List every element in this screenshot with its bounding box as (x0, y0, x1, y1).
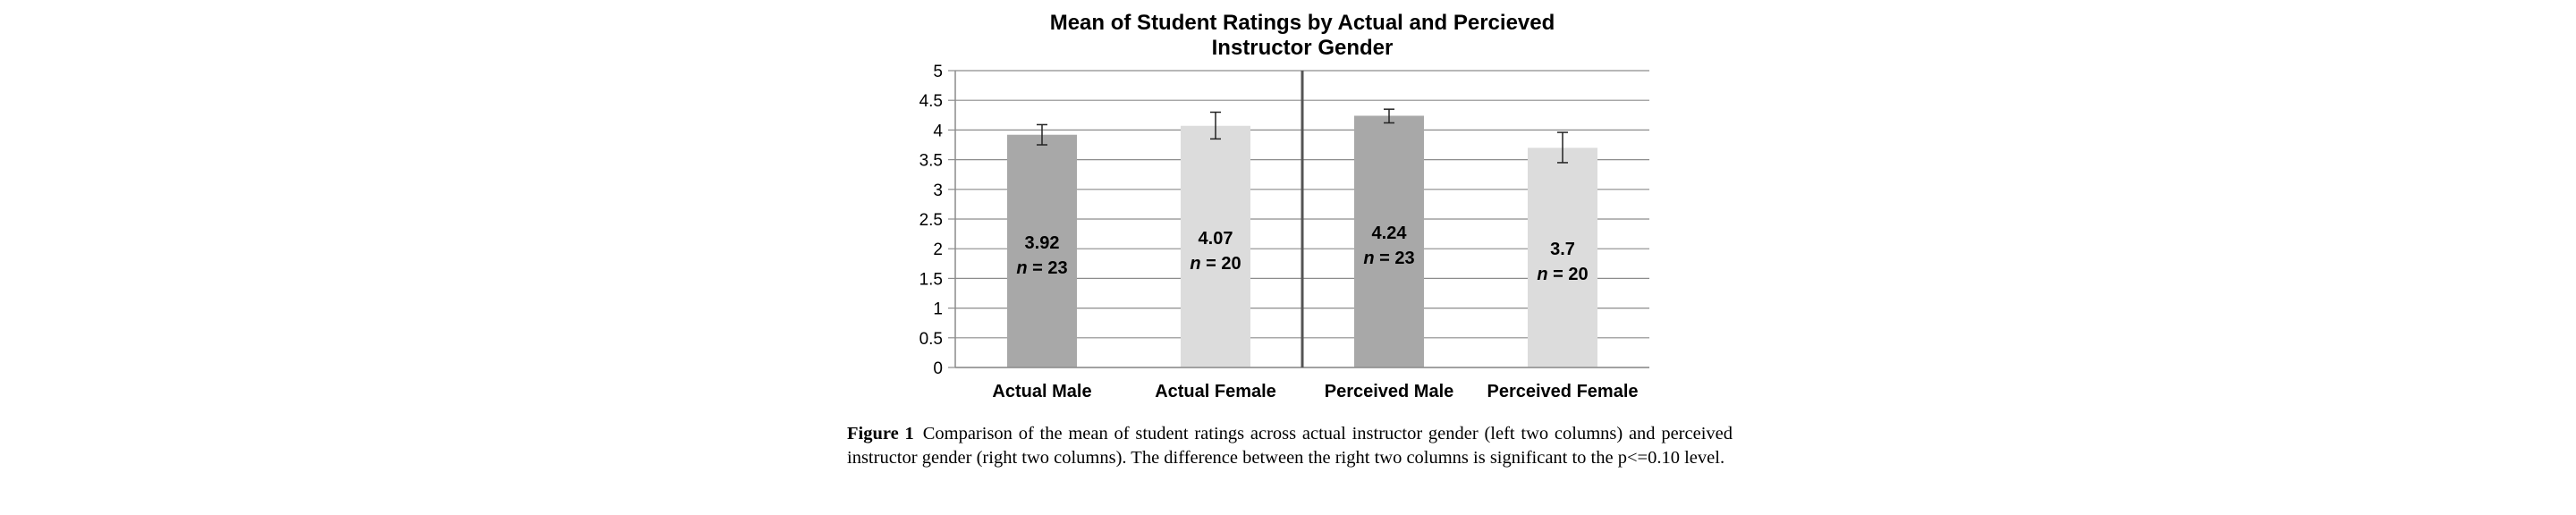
category-label-3: Perceived Female (1487, 382, 1639, 401)
y-axis-ticks: 0 0.5 1 1.5 2 2.5 3 3.5 4 4.5 5 (919, 63, 944, 378)
bar-0 (1007, 134, 1077, 367)
y-tick-label-5: 2.5 (919, 211, 943, 230)
figure-caption: Figure 1 Comparison of the mean of studen… (847, 422, 1733, 470)
y-tick-label-2: 1 (933, 300, 943, 319)
chart-title-line-1: Mean of Student Ratings by Actual and Pe… (1050, 11, 1555, 35)
axes (954, 71, 1649, 368)
n-label-1: n = 20 (1190, 254, 1241, 274)
category-label-0: Actual Male (992, 382, 1091, 401)
n-label-3: n = 20 (1537, 265, 1588, 284)
y-tick-label-1: 0.5 (919, 330, 943, 349)
y-tick-label-0: 0 (933, 359, 943, 378)
value-label-2: 4.24 (1372, 224, 1408, 243)
category-label-1: Actual Female (1155, 382, 1276, 401)
y-tick-label-7: 3.5 (919, 152, 943, 171)
bar-chart: Mean of Student Ratings by Actual and Pe… (919, 11, 1649, 401)
bar-labels: 3.92 n = 23 4.07 n = 20 4.24 n = 23 3.7 n = 20 (1016, 224, 1588, 284)
y-tick-label-9: 4.5 (919, 92, 943, 111)
category-labels: Actual Male Actual Female Perceived Male Pe… (992, 382, 1638, 401)
value-label-0: 3.92 (1025, 233, 1060, 253)
y-tick-label-6: 3 (933, 182, 943, 200)
bar-3 (1528, 148, 1597, 367)
bar-1 (1181, 125, 1250, 367)
y-tick-label-3: 1.5 (919, 270, 943, 289)
value-label-3: 3.7 (1550, 240, 1575, 259)
bar-2 (1354, 115, 1424, 368)
y-tick-label-10: 5 (933, 63, 943, 81)
error-bars (1037, 108, 1568, 164)
caption-label: Figure 1 (847, 424, 914, 443)
value-label-1: 4.07 (1199, 229, 1233, 249)
bars (1007, 115, 1597, 368)
chart-title-line-2: Instructor Gender (1212, 36, 1394, 60)
n-label-2: n = 23 (1363, 249, 1414, 268)
n-label-0: n = 23 (1016, 258, 1067, 278)
y-tick-label-8: 4 (933, 122, 943, 140)
y-tick-label-4: 2 (933, 241, 943, 259)
caption-text: Comparison of the mean of student rating… (847, 424, 1733, 468)
category-label-2: Perceived Male (1325, 382, 1454, 401)
